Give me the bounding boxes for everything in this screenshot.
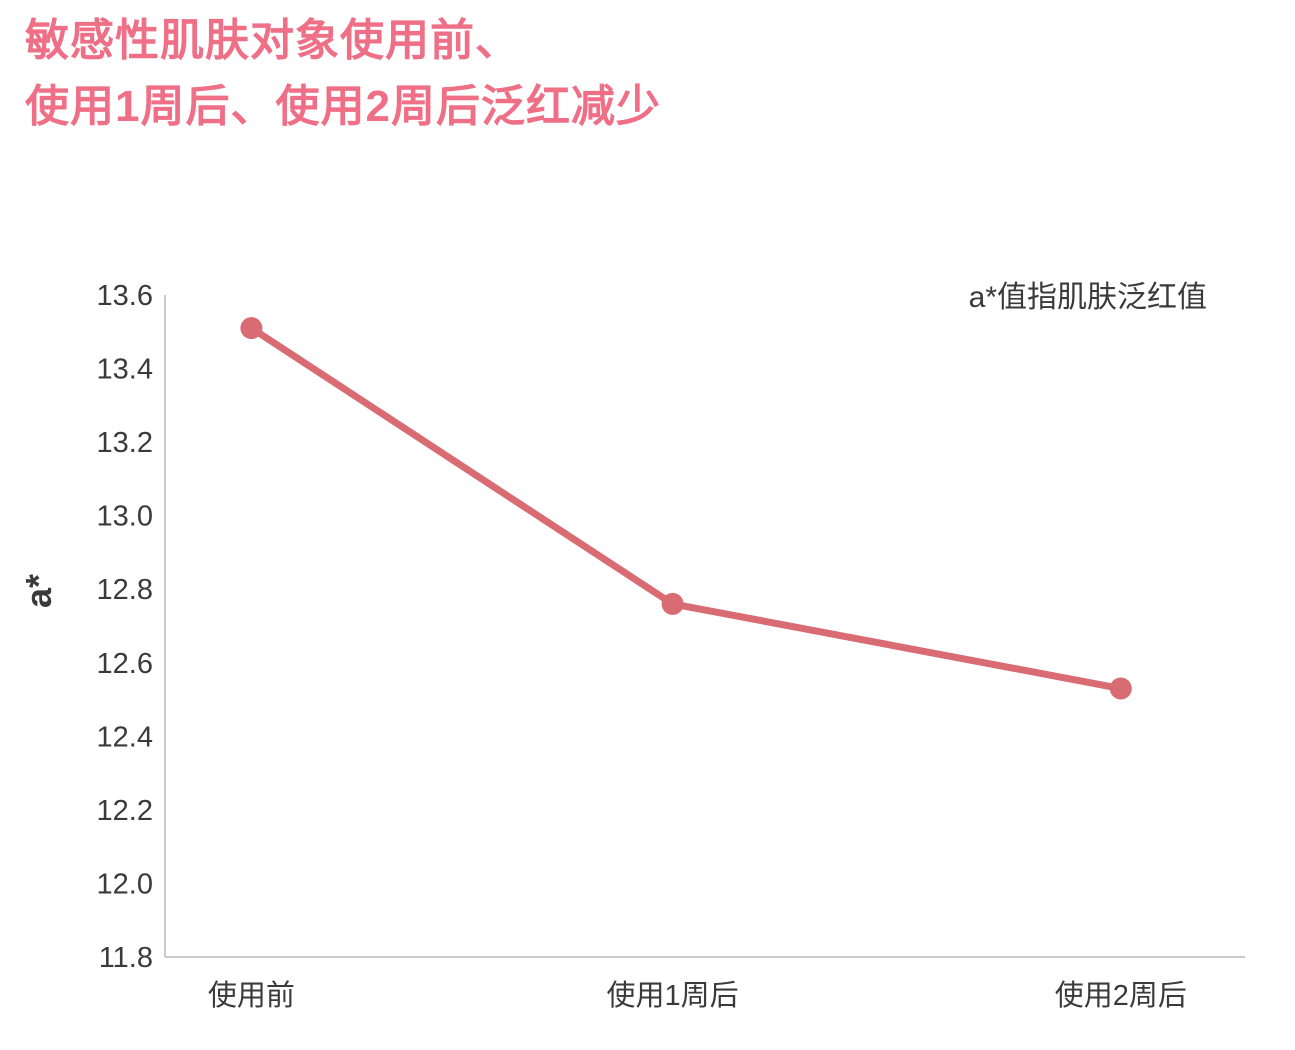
y-tick-label: 12.8: [97, 574, 153, 606]
x-tick-label: 使用前: [208, 979, 295, 1012]
data-line: [247, 324, 1125, 693]
chart-title-line2: 使用1周后、使用2周后泛红减少: [25, 82, 661, 131]
y-tick-label: 13.0: [97, 501, 153, 533]
chart-annotation: a*值指肌肤泛红值: [968, 281, 1207, 314]
x-tick-label: 使用2周后: [1055, 979, 1187, 1012]
y-tick-label: 13.2: [97, 427, 153, 459]
data-point: [661, 592, 684, 615]
data-point: [240, 317, 263, 340]
y-tick-label: 12.0: [97, 868, 153, 900]
y-tick-label: 12.4: [97, 721, 153, 753]
data-point: [1109, 677, 1132, 700]
chart-title: 敏感性肌肤对象使用前、 使用1周后、使用2周后泛红减少: [25, 8, 661, 140]
y-tick-label: 13.6: [97, 280, 153, 312]
y-tick-label: 12.6: [97, 648, 153, 680]
y-tick-label: 11.8: [99, 942, 153, 974]
x-tick-label: 使用1周后: [607, 979, 739, 1012]
chart-title-line1: 敏感性肌肤对象使用前、: [25, 16, 520, 65]
y-tick-label: 12.2: [97, 795, 153, 827]
y-tick-label: 13.4: [97, 354, 153, 386]
